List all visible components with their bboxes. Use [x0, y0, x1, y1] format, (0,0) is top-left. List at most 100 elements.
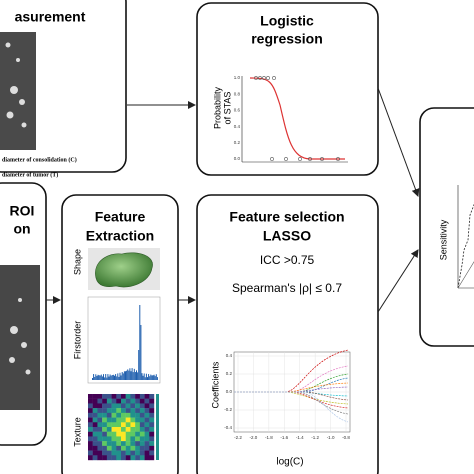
texture-cell: [102, 436, 108, 442]
texture-cell: [144, 441, 150, 447]
texture-cell: [121, 436, 126, 442]
y-tick-label: 0.4: [234, 124, 241, 129]
texture-cell: [92, 455, 98, 461]
texture-cell: [144, 412, 150, 418]
texture-cell: [102, 403, 108, 409]
texture-cell: [125, 441, 131, 447]
texture-cell: [121, 394, 126, 399]
texture-cell: [111, 441, 117, 447]
texture-cell: [130, 455, 136, 461]
texture-cell: [144, 445, 150, 451]
histogram-bar: [148, 374, 150, 380]
roi-title: on: [13, 221, 30, 237]
texture-cell: [111, 394, 117, 399]
texture-cell: [125, 450, 131, 456]
texture-cell: [92, 398, 98, 404]
y-axis-label: Coefficients: [210, 361, 220, 408]
texture-cell: [125, 436, 131, 442]
texture-cell: [135, 412, 141, 418]
histogram-bar: [132, 372, 134, 380]
y-tick-label: -0.2: [224, 407, 232, 412]
texture-cell: [116, 455, 122, 461]
histogram-bar: [128, 370, 130, 380]
texture-cell: [130, 422, 136, 428]
shape-render: [95, 252, 153, 288]
texture-cell: [102, 412, 108, 418]
texture-cell: [125, 417, 131, 423]
texture-cell: [92, 441, 98, 447]
histogram-bar: [155, 374, 157, 380]
histogram-bar: [141, 373, 143, 380]
x-tick-label: -2.2: [234, 435, 242, 440]
texture-cell: [139, 412, 145, 418]
histogram-bar: [112, 374, 114, 380]
texture-cell: [130, 441, 136, 447]
extraction-title: Feature: [95, 209, 146, 225]
texture-cell: [125, 408, 131, 414]
texture-cell: [116, 417, 122, 423]
x-tick-label: -1.6: [280, 435, 288, 440]
texture-cell: [111, 398, 117, 404]
lasso-title: Feature selection: [229, 209, 344, 225]
texture-cell: [125, 422, 131, 428]
panel-label: Texture: [72, 417, 82, 447]
panel-label: Shape: [72, 249, 82, 275]
texture-cell: [106, 417, 112, 423]
texture-cell: [139, 417, 145, 423]
texture-cell: [135, 436, 141, 442]
histogram-bar: [108, 376, 110, 380]
texture-cell: [88, 427, 93, 432]
texture-cell: [92, 408, 98, 414]
texture-cell: [88, 455, 93, 461]
texture-cell: [106, 403, 112, 409]
ct-vessels: [9, 298, 31, 375]
texture-cell: [130, 398, 136, 404]
texture-cell: [144, 408, 150, 414]
texture-cell: [125, 445, 131, 451]
histogram-bar: [136, 370, 137, 380]
texture-cell: [144, 394, 150, 399]
x-tick-label: -0.8: [342, 435, 350, 440]
histogram-bar: [117, 373, 119, 380]
texture-cell: [92, 422, 98, 428]
criterion: Spearman's |ρ| ≤ 0.7: [232, 281, 342, 295]
texture-cell: [106, 450, 112, 456]
histogram-bar: [110, 375, 112, 380]
histogram-bar: [115, 374, 117, 380]
texture-cell: [106, 408, 112, 414]
texture-cell: [144, 422, 150, 428]
histogram-bar: [142, 375, 144, 380]
texture-cell: [88, 450, 93, 456]
histogram-bar: [140, 325, 142, 380]
histogram-bar: [154, 376, 156, 380]
histogram-bar: [129, 368, 131, 380]
histogram-bar: [126, 370, 128, 380]
texture-cell: [149, 441, 155, 447]
texture-cell: [135, 427, 141, 432]
texture-cell: [139, 408, 145, 414]
histogram-bar: [138, 350, 140, 380]
histogram-bar: [97, 374, 99, 380]
histogram-bar: [98, 375, 100, 380]
histogram-bar: [93, 374, 95, 380]
texture-cell: [106, 427, 112, 432]
histogram-bar: [109, 374, 111, 380]
y-tick-label: -0.4: [224, 425, 232, 430]
measurement-label: diameter of consolidation (C): [2, 156, 77, 163]
arrow: [377, 87, 420, 197]
texture-cell: [97, 422, 103, 428]
colorbar: [156, 394, 159, 460]
texture-cell: [102, 427, 108, 432]
texture-cell: [97, 417, 103, 423]
texture-cell: [135, 394, 141, 399]
histogram-bar: [151, 375, 153, 380]
x-tick-label: -1.4: [296, 435, 304, 440]
histogram-bar: [116, 376, 118, 380]
texture-cell: [139, 427, 145, 432]
texture-cell: [111, 412, 117, 418]
texture-cell: [149, 398, 155, 404]
histogram-bar: [111, 375, 113, 380]
ct-image: [0, 265, 40, 410]
texture-cell: [139, 398, 145, 404]
texture-cell: [111, 436, 117, 442]
